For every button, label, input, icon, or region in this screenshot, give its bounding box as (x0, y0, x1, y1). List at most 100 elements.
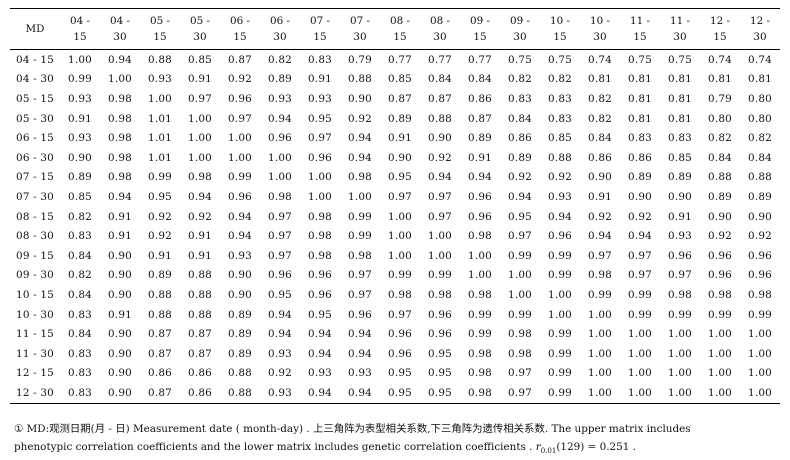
correlation-cell: 0.94 (348, 151, 372, 164)
correlation-cell: 0.97 (500, 383, 540, 404)
correlation-cell: 0.94 (348, 132, 372, 145)
correlation-cell: 0.94 (428, 171, 452, 184)
correlation-cell: 1.00 (740, 383, 780, 404)
footnote-line-2: phenotypic correlation coefficients and … (14, 438, 780, 460)
correlation-cell: 0.85 (388, 73, 412, 86)
correlation-cell: 0.97 (628, 249, 652, 262)
correlation-cell: 0.98 (708, 288, 732, 301)
footnote-line-1: ① MD:观测日期(月 - 日) Measurement date ( mont… (14, 423, 691, 435)
correlation-cell: 1.00 (508, 288, 532, 301)
correlation-cell: 0.90 (108, 328, 132, 341)
correlation-cell: 0.84 (708, 151, 732, 164)
correlation-cell: 0.83 (60, 383, 100, 404)
correlation-cell: 0.77 (468, 53, 492, 66)
correlation-cell: 0.99 (548, 328, 572, 341)
correlation-cell: 0.86 (508, 132, 532, 145)
row-label: 11 - 15 (16, 328, 54, 341)
correlation-cell: 0.93 (148, 73, 172, 86)
correlation-cell: 0.97 (668, 269, 692, 282)
correlation-cell: 0.97 (268, 210, 292, 223)
correlation-cell: 0.92 (428, 151, 452, 164)
correlation-cell: 0.80 (748, 92, 772, 105)
correlation-cell: 0.98 (588, 269, 612, 282)
correlation-cell: 0.85 (668, 151, 692, 164)
correlation-cell: 1.00 (388, 210, 412, 223)
correlation-cell: 0.87 (388, 92, 412, 105)
column-header: 07 - 30 (340, 8, 380, 50)
correlation-cell: 0.99 (548, 269, 572, 282)
correlation-cell: 0.96 (748, 249, 772, 262)
column-header: 11 - 15 (620, 8, 660, 50)
correlation-cell: 0.88 (148, 53, 172, 66)
correlation-cell: 0.94 (548, 210, 572, 223)
column-header: 08 - 30 (420, 8, 460, 50)
row-label: 11 - 30 (16, 347, 54, 360)
correlation-cell: 0.87 (188, 328, 212, 341)
table-row: 11 - 30 0.83 0.90 0.87 0.87 0.89 0.93 0.94 0.94 0… (10, 344, 780, 364)
footnote: ① MD:观测日期(月 - 日) Measurement date ( mont… (14, 420, 780, 460)
correlation-cell: 0.89 (668, 171, 692, 184)
correlation-cell: 0.75 (508, 53, 532, 66)
correlation-cell: 1.00 (228, 151, 252, 164)
correlation-cell: 1.00 (108, 73, 132, 86)
correlation-cell: 0.89 (388, 112, 412, 125)
correlation-cell: 0.96 (468, 190, 492, 203)
correlation-cell: 1.00 (660, 383, 700, 404)
correlation-cell: 0.79 (348, 53, 372, 66)
correlation-cell: 0.96 (228, 92, 252, 105)
footnote-r-subscript: 0.01 (540, 447, 557, 456)
correlation-cell: 0.99 (548, 367, 572, 380)
correlation-cell: 0.98 (348, 249, 372, 262)
correlation-cell: 0.88 (148, 288, 172, 301)
correlation-cell: 0.94 (468, 171, 492, 184)
correlation-cell: 1.00 (268, 151, 292, 164)
correlation-cell: 0.88 (748, 171, 772, 184)
correlation-cell: 0.95 (308, 112, 332, 125)
correlation-cell: 1.00 (308, 171, 332, 184)
table-row: 09 - 30 0.82 0.90 0.89 0.88 0.90 0.96 0.96 0.97 0… (10, 266, 780, 286)
correlation-cell: 0.99 (548, 249, 572, 262)
row-label: 08 - 15 (16, 210, 54, 223)
correlation-cell: 0.99 (348, 230, 372, 243)
row-label: 04 - 15 (16, 53, 54, 66)
column-header: 04 - 15 (60, 8, 100, 50)
correlation-cell: 0.98 (428, 288, 452, 301)
correlation-cell: 0.97 (348, 269, 372, 282)
correlation-cell: 0.87 (148, 347, 172, 360)
correlation-cell: 0.92 (268, 367, 292, 380)
correlation-cell: 1.00 (548, 308, 572, 321)
correlation-cell: 0.83 (68, 308, 92, 321)
correlation-cell: 0.81 (588, 73, 612, 86)
correlation-cell: 0.98 (388, 288, 412, 301)
correlation-cell: 0.82 (588, 92, 612, 105)
correlation-cell: 0.88 (708, 171, 732, 184)
correlation-cell: 0.91 (188, 249, 212, 262)
column-header: 05 - 30 (180, 8, 220, 50)
correlation-cell: 1.00 (588, 328, 612, 341)
column-header: 06 - 15 (220, 8, 260, 50)
correlation-cell: 0.87 (140, 383, 180, 404)
row-label: 06 - 30 (16, 151, 54, 164)
correlation-cell: 0.94 (348, 347, 372, 360)
correlation-cell: 0.95 (268, 288, 292, 301)
correlation-cell: 0.90 (588, 171, 612, 184)
correlation-cell: 0.97 (188, 92, 212, 105)
correlation-cell: 0.94 (268, 112, 292, 125)
correlation-cell: 1.00 (188, 132, 212, 145)
correlation-cell: 0.80 (748, 112, 772, 125)
correlation-cell: 0.87 (228, 53, 252, 66)
correlation-cell: 1.00 (668, 328, 692, 341)
correlation-cell: 0.95 (388, 171, 412, 184)
correlation-cell: 0.91 (588, 190, 612, 203)
correlation-cell: 0.75 (628, 53, 652, 66)
correlation-cell: 0.97 (388, 190, 412, 203)
correlation-cell: 0.95 (420, 383, 460, 404)
correlation-cell: 0.93 (260, 383, 300, 404)
correlation-cell: 0.91 (188, 73, 212, 86)
correlation-cell: 0.94 (228, 230, 252, 243)
correlation-cell: 0.98 (460, 383, 500, 404)
correlation-cell: 0.90 (108, 249, 132, 262)
table-row: 07 - 30 0.85 0.94 0.95 0.94 0.96 0.98 1.00 1.00 0… (10, 187, 780, 207)
correlation-cell: 0.90 (748, 210, 772, 223)
correlation-cell: 1.00 (228, 132, 252, 145)
